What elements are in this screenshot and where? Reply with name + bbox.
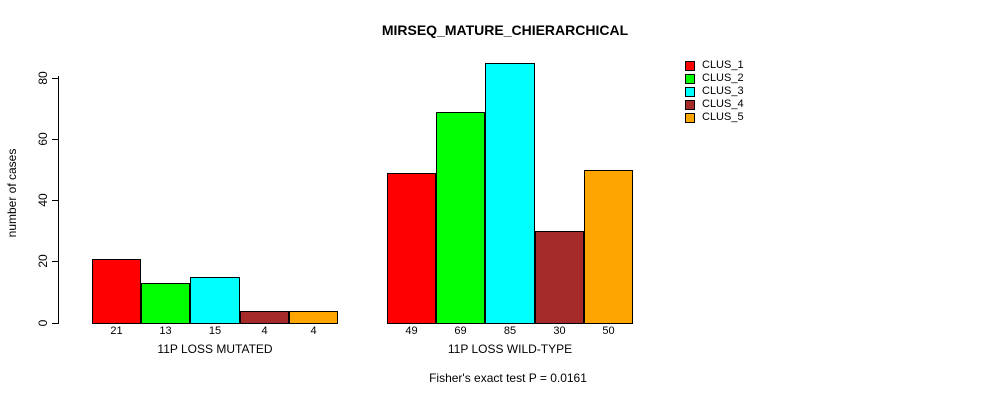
bar-value-label: 30 <box>553 325 566 337</box>
y-tick-mark <box>52 323 59 324</box>
bar-clus_3 <box>485 63 535 324</box>
y-tick-label: 60 <box>36 132 50 146</box>
legend-label: CLUS_5 <box>702 111 744 123</box>
legend-swatch <box>685 86 695 97</box>
legend-item: CLUS_2 <box>685 72 744 85</box>
chart-subtitle: Fisher's exact test P = 0.0161 <box>429 371 587 385</box>
legend-label: CLUS_1 <box>702 59 744 71</box>
bar-value-label: 69 <box>454 325 467 337</box>
legend-swatch <box>685 73 695 84</box>
legend-item: CLUS_3 <box>685 85 744 98</box>
bar-value-label: 49 <box>405 325 418 337</box>
chart-title: MIRSEQ_MATURE_CHIERARCHICAL <box>381 22 629 38</box>
legend-item: CLUS_5 <box>685 111 744 124</box>
bar-value-label: 4 <box>261 325 268 337</box>
bar-clus_2 <box>141 283 190 324</box>
bar-clus_1 <box>387 173 436 324</box>
y-tick-label: 40 <box>36 193 50 207</box>
bar-clus_2 <box>436 112 485 324</box>
legend-swatch <box>685 99 695 110</box>
bar-clus_5 <box>289 311 338 324</box>
legend-swatch <box>685 112 695 123</box>
y-tick-mark <box>52 200 59 201</box>
legend-item: CLUS_4 <box>685 98 744 111</box>
y-tick-label: 20 <box>36 254 50 268</box>
y-axis-label: number of cases <box>5 148 19 238</box>
x-axis-category-label: 11P LOSS MUTATED <box>157 342 273 356</box>
y-tick-mark <box>52 261 59 262</box>
bar-value-label: 4 <box>310 325 317 337</box>
x-axis-category-label: 11P LOSS WILD-TYPE <box>447 342 573 356</box>
y-tick-label: 0 <box>36 319 50 327</box>
y-tick-mark <box>52 139 59 140</box>
legend-swatch <box>685 60 695 71</box>
bar-value-label: 15 <box>208 325 222 337</box>
bar-clus_5 <box>584 170 633 324</box>
legend-label: CLUS_4 <box>702 98 744 110</box>
bar-value-label: 13 <box>159 325 172 337</box>
bar-clus_4 <box>535 231 584 324</box>
y-axis-line <box>58 76 59 323</box>
legend-label: CLUS_3 <box>702 85 744 97</box>
y-tick-mark <box>52 78 59 79</box>
bar-clus_3 <box>190 277 240 324</box>
bar-clus_1 <box>92 259 141 324</box>
bar-clus_4 <box>240 311 289 324</box>
y-tick-label: 80 <box>36 71 50 85</box>
bar-value-label: 21 <box>110 325 123 337</box>
legend-label: CLUS_2 <box>702 72 744 84</box>
bar-value-label: 85 <box>503 325 517 337</box>
bar-value-label: 50 <box>602 325 615 337</box>
legend-item: CLUS_1 <box>685 59 744 72</box>
